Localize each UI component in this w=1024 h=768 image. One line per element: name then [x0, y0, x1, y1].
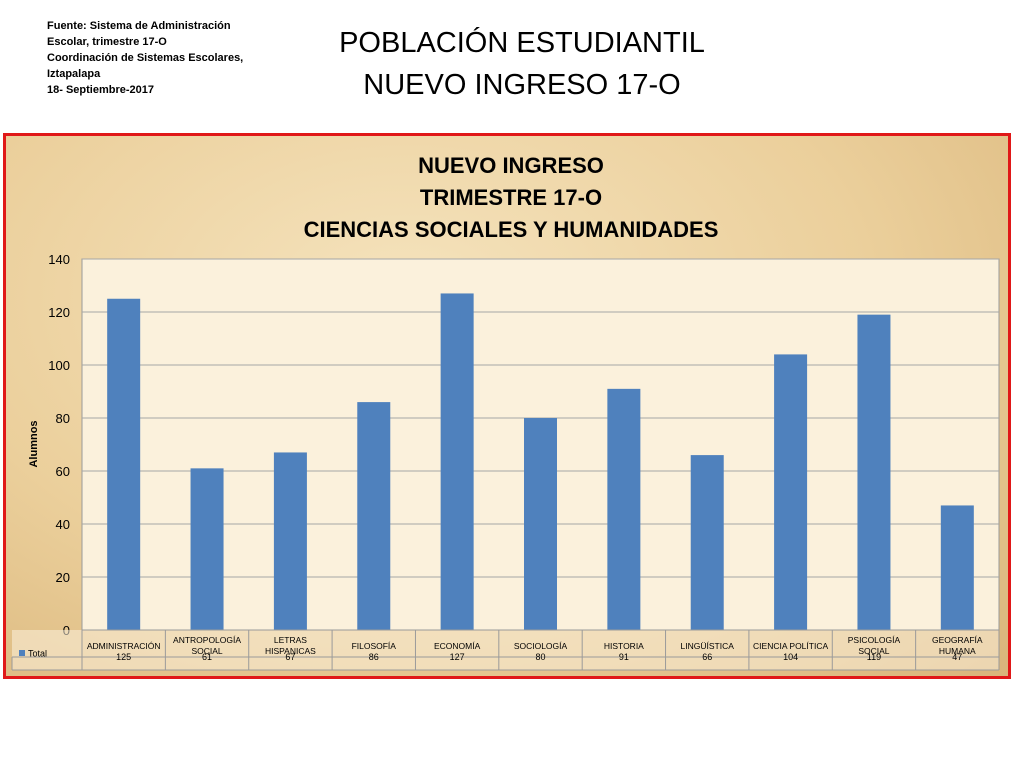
- x-tick-label: ADMINISTRACIÓN: [87, 641, 161, 651]
- chart-title-line: NUEVO INGRESO: [418, 153, 604, 178]
- data-label: 61: [202, 652, 212, 662]
- bar: [607, 388, 641, 630]
- source-line: Coordinación de Sistemas Escolares,: [47, 52, 244, 64]
- data-label: 47: [952, 652, 962, 662]
- bar: [940, 505, 974, 630]
- x-tick-label: SOCIAL: [858, 646, 889, 656]
- data-label: 119: [867, 652, 881, 662]
- x-tick-label: PSICOLOGÍA: [848, 635, 901, 645]
- legend-label: Total: [28, 649, 47, 659]
- y-tick-label: 140: [48, 252, 70, 267]
- bar: [190, 468, 224, 630]
- bar: [273, 452, 307, 630]
- bar: [107, 298, 141, 630]
- data-label: 125: [116, 652, 131, 662]
- x-tick-label: HUMANA: [939, 646, 976, 656]
- bar: [690, 455, 724, 630]
- data-label: 86: [369, 652, 379, 662]
- data-table: [12, 630, 999, 670]
- source-line: Fuente: Sistema de Administración: [47, 20, 231, 32]
- x-tick-label: HISTORIA: [604, 641, 644, 651]
- data-label: 80: [535, 652, 545, 662]
- chart-frame: NUEVO INGRESO TRIMESTRE 17-O CIENCIAS SOCI…: [3, 133, 1011, 679]
- slide-title-line-2: NUEVO INGRESO 17-O: [363, 69, 681, 101]
- slide-title: POBLACIÓN ESTUDIANTIL NUEVO INGRESO 17-O: [300, 22, 744, 106]
- x-tick-label: LETRAS: [274, 635, 307, 645]
- data-label: 127: [450, 652, 465, 662]
- source-line: 18- Septiembre-2017: [47, 84, 154, 96]
- chart-title-line: CIENCIAS SOCIALES Y HUMANIDADES: [304, 217, 719, 242]
- x-tick-label: CIENCIA POLÍTICA: [753, 641, 828, 651]
- chart-title-line: TRIMESTRE 17-O: [420, 185, 602, 210]
- x-tick-label: HISPANICAS: [265, 646, 316, 656]
- legend-swatch: [19, 650, 25, 656]
- bar: [774, 354, 808, 630]
- y-tick-label: 60: [56, 464, 70, 479]
- y-tick-label: 20: [56, 570, 70, 585]
- source-line: Escolar, trimestre 17-O: [47, 36, 167, 48]
- data-label: 66: [702, 652, 712, 662]
- x-tick-label: LINGÜÍSTICA: [681, 641, 735, 651]
- bar: [357, 402, 391, 630]
- y-tick-label: 80: [56, 411, 70, 426]
- y-axis-label: Alumnos: [28, 420, 40, 467]
- x-tick-label: SOCIOLOGÍA: [514, 641, 568, 651]
- x-tick-label: SOCIAL: [191, 646, 222, 656]
- bar: [857, 314, 891, 630]
- source-note: Fuente: Sistema de Administración Escola…: [47, 18, 267, 98]
- bar-chart: NUEVO INGRESO TRIMESTRE 17-O CIENCIAS SOCI…: [11, 153, 1000, 671]
- data-label: 67: [285, 652, 295, 662]
- x-tick-label: GEOGRAFÍA: [932, 635, 983, 645]
- data-label: 104: [783, 652, 798, 662]
- y-tick-label: 100: [48, 358, 70, 373]
- data-label: 91: [619, 652, 629, 662]
- x-tick-label: FILOSOFÍA: [352, 641, 397, 651]
- source-line: Iztapalapa: [47, 68, 101, 80]
- x-tick-label: ANTROPOLOGÍA: [173, 635, 241, 645]
- bar: [440, 293, 474, 630]
- y-tick-label: 40: [56, 517, 70, 532]
- y-tick-label: 120: [48, 305, 70, 320]
- bar: [524, 418, 557, 630]
- x-tick-label: ECONOMÍA: [434, 641, 481, 651]
- slide-title-line-1: POBLACIÓN ESTUDIANTIL: [339, 27, 705, 59]
